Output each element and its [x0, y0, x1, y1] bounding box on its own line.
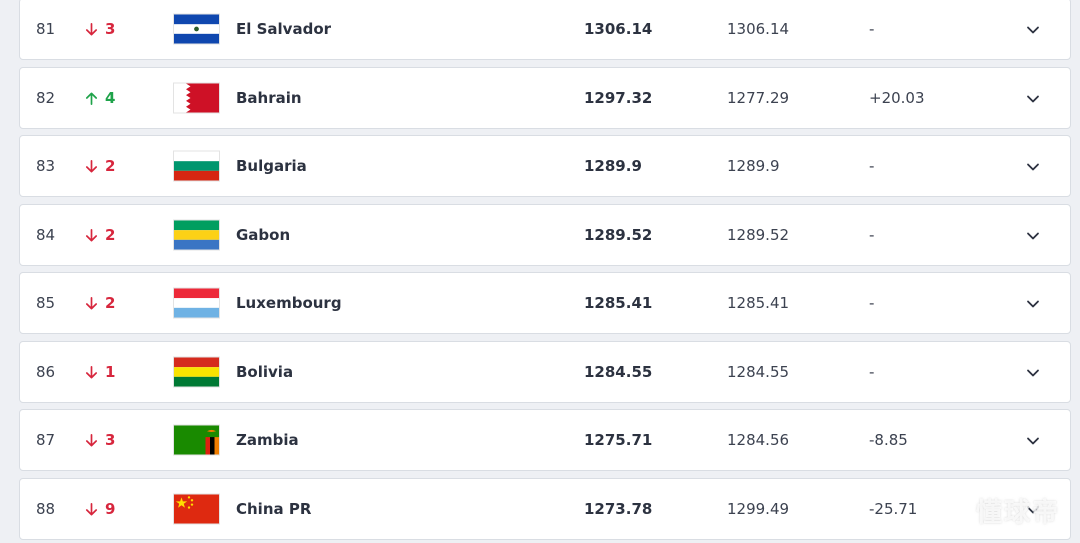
rank-value: 83 [36, 157, 56, 175]
rank-change-value: 2 [105, 157, 116, 175]
table-row[interactable]: 82 4 Bahrain 1297.32 1277.29 +20.03 [19, 67, 1071, 129]
arrow-down-icon [84, 22, 99, 37]
rank-change: 2 [84, 226, 115, 244]
gabon-flag-icon [173, 219, 220, 251]
points-change: - [869, 20, 875, 38]
points-change: - [869, 157, 875, 175]
previous-points: 1285.41 [727, 294, 790, 312]
rank-change-value: 4 [105, 89, 116, 107]
points-change: +20.03 [869, 89, 925, 107]
team-name[interactable]: China PR [236, 500, 312, 518]
bahrain-flag-icon [173, 82, 220, 114]
china-flag-icon [173, 493, 220, 525]
chevron-down-icon[interactable] [1026, 433, 1040, 447]
arrow-down-icon [84, 433, 99, 448]
chevron-down-icon[interactable] [1026, 22, 1040, 36]
watermark: 懂球帝 [975, 498, 1060, 528]
table-row[interactable]: 84 2 Gabon 1289.52 1289.52 - [19, 204, 1071, 266]
rank-change: 2 [84, 157, 115, 175]
rank-change-value: 3 [105, 431, 116, 449]
table-row[interactable]: 85 2 Luxembourg 1285.41 1285.41 - [19, 272, 1071, 334]
rank-change-value: 9 [105, 500, 116, 518]
chevron-down-icon[interactable] [1026, 502, 1040, 516]
arrow-down-icon [84, 502, 99, 517]
previous-points: 1289.52 [727, 226, 790, 244]
rank-value: 81 [36, 20, 56, 38]
previous-points: 1284.55 [727, 363, 790, 381]
table-row[interactable]: 88 9 China PR 1273.78 1299.49 -25.71 [19, 478, 1071, 540]
rank-change: 2 [84, 294, 115, 312]
team-name[interactable]: Zambia [236, 431, 299, 449]
rank-value: 88 [36, 500, 56, 518]
zambia-flag-icon [173, 424, 220, 456]
rank-value: 84 [36, 226, 56, 244]
chevron-down-icon[interactable] [1026, 228, 1040, 242]
previous-points: 1306.14 [727, 20, 790, 38]
previous-points: 1299.49 [727, 500, 790, 518]
luxembourg-flag-icon [173, 287, 220, 319]
total-points: 1275.71 [584, 431, 653, 449]
rank-value: 86 [36, 363, 56, 381]
total-points: 1289.9 [584, 157, 642, 175]
points-change: -8.85 [869, 431, 908, 449]
rank-value: 85 [36, 294, 56, 312]
rank-change-value: 1 [105, 363, 116, 381]
previous-points: 1277.29 [727, 89, 790, 107]
rank-change-value: 2 [105, 294, 116, 312]
rank-value: 87 [36, 431, 56, 449]
chevron-down-icon[interactable] [1026, 365, 1040, 379]
points-change: - [869, 294, 875, 312]
bulgaria-flag-icon [173, 150, 220, 182]
el-salvador-flag-icon [173, 13, 220, 45]
rank-change: 4 [84, 89, 115, 107]
rank-change: 3 [84, 431, 115, 449]
arrow-down-icon [84, 296, 99, 311]
previous-points: 1289.9 [727, 157, 780, 175]
rank-change: 3 [84, 20, 115, 38]
points-change: - [869, 226, 875, 244]
arrow-up-icon [84, 91, 99, 106]
total-points: 1273.78 [584, 500, 653, 518]
previous-points: 1284.56 [727, 431, 790, 449]
table-row[interactable]: 86 1 Bolivia 1284.55 1284.55 - [19, 341, 1071, 403]
table-row[interactable]: 87 3 Zambia 1275.71 1284.56 -8.85 [19, 409, 1071, 471]
rank-change: 1 [84, 363, 115, 381]
rank-change: 9 [84, 500, 115, 518]
rank-value: 82 [36, 89, 56, 107]
chevron-down-icon[interactable] [1026, 296, 1040, 310]
team-name[interactable]: El Salvador [236, 20, 332, 38]
chevron-down-icon[interactable] [1026, 91, 1040, 105]
total-points: 1284.55 [584, 363, 653, 381]
rank-change-value: 3 [105, 20, 116, 38]
chevron-down-icon[interactable] [1026, 159, 1040, 173]
total-points: 1306.14 [584, 20, 653, 38]
arrow-down-icon [84, 159, 99, 174]
total-points: 1297.32 [584, 89, 653, 107]
total-points: 1289.52 [584, 226, 653, 244]
total-points: 1285.41 [584, 294, 653, 312]
points-change: - [869, 363, 875, 381]
points-change: -25.71 [869, 500, 918, 518]
arrow-down-icon [84, 228, 99, 243]
team-name[interactable]: Bahrain [236, 89, 302, 107]
team-name[interactable]: Gabon [236, 226, 291, 244]
arrow-down-icon [84, 365, 99, 380]
team-name[interactable]: Luxembourg [236, 294, 342, 312]
rank-change-value: 2 [105, 226, 116, 244]
team-name[interactable]: Bulgaria [236, 157, 307, 175]
table-row[interactable]: 81 3 El Salvador 1306.14 1306.14 - [19, 0, 1071, 60]
ranking-table: 81 3 El Salvador 1306.14 1306.14 - 82 4 … [19, 0, 1073, 543]
table-row[interactable]: 83 2 Bulgaria 1289.9 1289.9 - [19, 135, 1071, 197]
bolivia-flag-icon [173, 356, 220, 388]
team-name[interactable]: Bolivia [236, 363, 294, 381]
